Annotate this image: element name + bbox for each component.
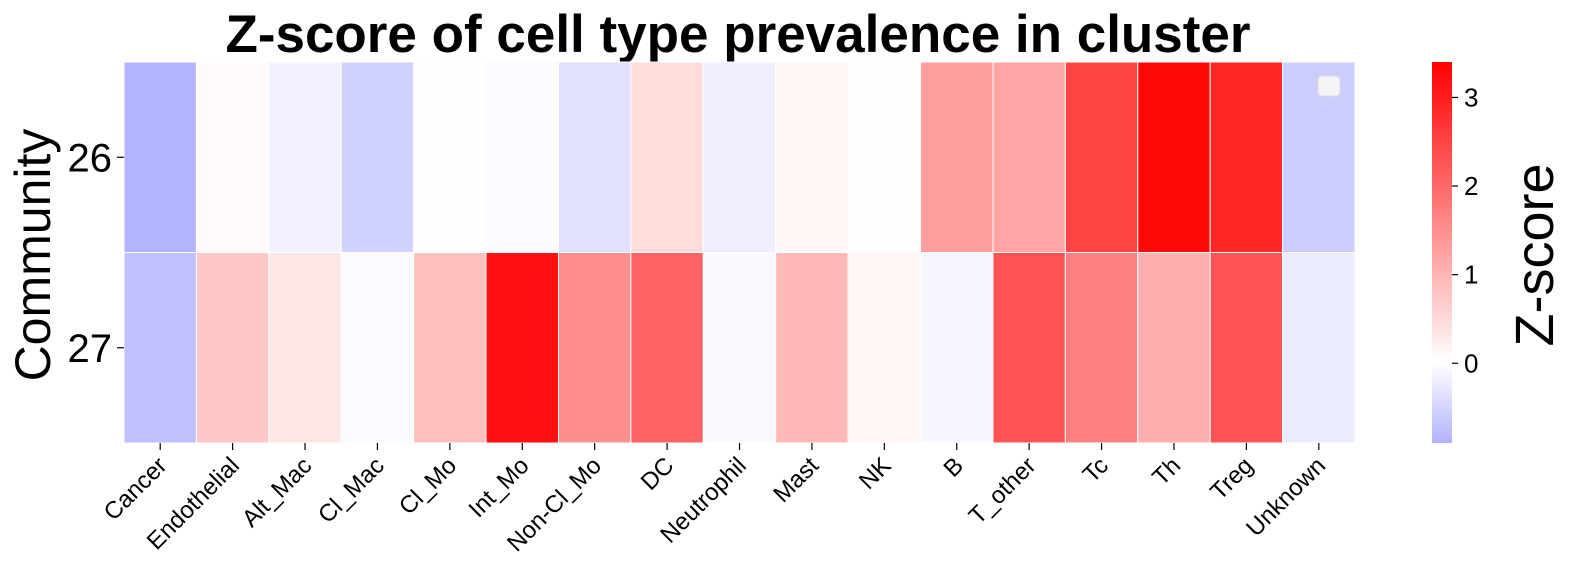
heatmap-cell-26-Tc bbox=[1064, 61, 1139, 253]
column-tick-label: Cl_Mac bbox=[313, 452, 390, 529]
heatmap-cell-26-Int_Mo bbox=[485, 61, 559, 253]
colorbar-tick-label: 1 bbox=[1464, 260, 1478, 290]
heatmap-cell-27-Endothelial bbox=[195, 252, 270, 444]
heatmap-cell-26-T_other bbox=[992, 61, 1066, 253]
heatmap-cell-27-Neutrophil bbox=[702, 252, 777, 444]
heatmap-cell-26-Neutrophil bbox=[702, 61, 777, 253]
column-tick-label: Cl_Mo bbox=[394, 452, 462, 520]
heatmap-cell-26-DC bbox=[630, 61, 704, 253]
heatmap-cell-27-Cl_Mo bbox=[413, 252, 487, 444]
heatmap-cells bbox=[123, 61, 1356, 444]
heatmap-cell-26-B bbox=[920, 61, 994, 253]
row-tick-label: 27 bbox=[68, 327, 113, 371]
heatmap-cell-27-Cancer bbox=[123, 252, 197, 444]
colorbar-label: Z-score bbox=[1505, 163, 1565, 346]
heatmap-cell-26-Mast bbox=[775, 61, 849, 253]
column-tick-label: Alt_Mac bbox=[237, 452, 317, 532]
column-tick-label: NK bbox=[854, 452, 897, 495]
heatmap-cell-27-Unknown bbox=[1282, 252, 1356, 444]
heatmap-cell-26-Alt_Mac bbox=[268, 61, 342, 253]
y-axis-label: Community bbox=[5, 129, 61, 382]
heatmap-cell-26-Non-Cl_Mo bbox=[557, 61, 632, 253]
heatmap-cell-27-Treg bbox=[1209, 252, 1284, 444]
colorbar-tick-label: 2 bbox=[1464, 171, 1478, 201]
heatmap-cell-26-Treg bbox=[1209, 61, 1284, 253]
row-tick-labels: 26 27 bbox=[68, 136, 124, 371]
column-tick-label: Th bbox=[1147, 452, 1186, 491]
column-tick-label: DC bbox=[636, 452, 680, 496]
heatmap-cell-27-Th bbox=[1137, 252, 1211, 444]
heatmap-cell-26-Cl_Mo bbox=[413, 61, 487, 253]
heatmap-cell-26-Endothelial bbox=[195, 61, 270, 253]
chart-title: Z-score of cell type prevalence in clust… bbox=[225, 5, 1250, 64]
heatmap-cell-27-Mast bbox=[775, 252, 849, 444]
legend-box bbox=[1317, 75, 1341, 97]
column-tick-label: Int_Mo bbox=[464, 452, 535, 523]
heatmap-cell-27-Alt_Mac bbox=[268, 252, 342, 444]
heatmap-cell-27-T_other bbox=[992, 252, 1066, 444]
heatmap-cell-26-Cancer bbox=[123, 61, 197, 253]
column-tick-label: Unknown bbox=[1241, 452, 1331, 542]
column-tick-label: Treg bbox=[1205, 452, 1258, 505]
heatmap-cell-26-Th bbox=[1137, 61, 1211, 253]
row-tick-label: 26 bbox=[68, 136, 113, 180]
column-tick-label: T_other bbox=[964, 452, 1042, 530]
heatmap-cell-27-DC bbox=[630, 252, 704, 444]
heatmap-cell-27-Cl_Mac bbox=[340, 252, 415, 444]
column-tick-label: Tc bbox=[1078, 452, 1114, 488]
heatmap-cell-27-Non-Cl_Mo bbox=[557, 252, 632, 444]
colorbar-tick-label: 0 bbox=[1464, 348, 1478, 378]
colorbar-tick-label: 3 bbox=[1464, 82, 1478, 112]
colorbar-ticks: 0 1 2 3 bbox=[1452, 82, 1478, 378]
column-tick-label: B bbox=[939, 452, 969, 482]
heatmap-cell-26-Cl_Mac bbox=[340, 61, 415, 253]
colorbar bbox=[1432, 62, 1452, 443]
heatmap-cell-26-NK bbox=[847, 61, 922, 253]
column-tick-label: Mast bbox=[768, 452, 824, 508]
heatmap-cell-27-Int_Mo bbox=[485, 252, 559, 444]
column-tick-label: Cancer bbox=[99, 452, 173, 526]
heatmap-cell-27-NK bbox=[847, 252, 922, 444]
heatmap-cell-27-Tc bbox=[1064, 252, 1139, 444]
heatmap-cell-27-B bbox=[920, 252, 994, 444]
